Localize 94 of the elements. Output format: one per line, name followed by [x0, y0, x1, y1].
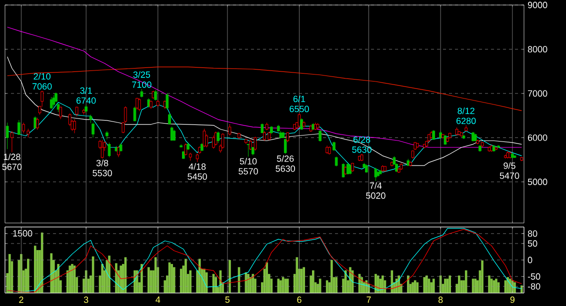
bar	[448, 276, 452, 293]
candlestick	[334, 156, 338, 167]
bar	[115, 263, 118, 293]
bar	[398, 276, 400, 293]
bar	[426, 276, 428, 293]
bar	[335, 277, 338, 293]
candlestick	[117, 146, 120, 158]
annotation: 8/12 6280	[456, 107, 476, 124]
bar	[134, 270, 136, 293]
bar	[247, 274, 250, 293]
candlestick	[106, 130, 108, 140]
y-tick-label: -50	[528, 273, 540, 280]
bar	[412, 282, 414, 293]
annotation: 6/28 5630	[352, 136, 372, 153]
bar	[506, 277, 509, 293]
candlestick	[108, 142, 111, 158]
bar	[214, 277, 217, 293]
y-tick-label: 0	[528, 256, 532, 264]
x-tick-label: 8	[438, 296, 443, 303]
bar	[140, 264, 143, 293]
bar	[520, 285, 523, 293]
bar	[407, 276, 410, 293]
candlestick	[228, 124, 232, 136]
y2-tick-label: 1500	[13, 230, 32, 237]
candlestick	[212, 135, 215, 149]
bar	[101, 264, 104, 293]
bar	[266, 262, 268, 293]
bar	[318, 278, 322, 293]
x-tick-label: 9	[510, 296, 514, 303]
bar	[495, 278, 498, 293]
bar	[203, 268, 206, 293]
bar	[430, 282, 432, 293]
x-tick-label: 4	[156, 296, 160, 303]
x-tick-label: 7	[366, 296, 371, 303]
x-tick-label: 6	[297, 296, 302, 303]
bar	[330, 260, 333, 293]
annotation: 4/18 5450	[188, 163, 207, 180]
bar	[120, 266, 122, 293]
bar	[154, 257, 157, 293]
bar	[481, 260, 484, 293]
y-tick-label: 80	[528, 230, 538, 237]
y-tick-label: 6000	[528, 134, 548, 141]
candlestick	[318, 130, 322, 142]
candlestick	[147, 98, 150, 108]
annotation: 1/28 5670	[2, 153, 22, 170]
bar	[312, 270, 314, 293]
bar	[349, 267, 352, 293]
x-tick-label: 3	[84, 296, 88, 303]
bar	[108, 256, 110, 293]
bar	[423, 277, 426, 293]
y-tick-label: 50	[528, 240, 538, 247]
bar	[432, 278, 435, 293]
bar	[379, 278, 382, 293]
bar	[458, 276, 460, 293]
annotation: 5/26 5630	[276, 155, 296, 172]
y-tick-label: 5000	[528, 178, 548, 186]
bar	[444, 278, 446, 293]
x-tick-label: 2	[19, 296, 24, 303]
bar	[488, 276, 490, 293]
bar	[492, 280, 496, 293]
bar	[284, 278, 286, 293]
annotation: 9/5 5470	[500, 162, 520, 179]
bar	[198, 258, 201, 293]
x-tick-label: 5	[225, 296, 230, 303]
y-tick-label: 9000	[528, 2, 548, 8]
bar	[170, 264, 173, 293]
y-tick-label: -80	[528, 283, 540, 290]
bar	[184, 258, 187, 293]
candlestick	[172, 129, 176, 141]
bar	[374, 274, 377, 293]
candlestick	[216, 131, 220, 144]
annotation: 3/1 6740	[76, 87, 96, 104]
candlestick	[472, 132, 474, 142]
y-tick-label: 7000	[528, 90, 548, 97]
bar	[280, 280, 282, 293]
candlestick	[100, 140, 104, 159]
bar	[228, 260, 231, 293]
bar	[148, 267, 150, 293]
annotation: 7/4 5020	[366, 182, 386, 199]
bar	[360, 277, 363, 293]
bar	[172, 267, 176, 293]
annotation: 3/8 5530	[92, 160, 112, 176]
annotation: 6/1 6550	[290, 96, 309, 112]
y-tick-label: 8000	[528, 46, 548, 52]
annotation: 2/10 7060	[32, 72, 52, 90]
bar	[302, 267, 306, 293]
bar	[414, 280, 416, 293]
candlestick	[221, 132, 224, 149]
candlestick	[168, 112, 171, 125]
candlestick	[332, 141, 336, 152]
bar	[286, 278, 289, 293]
bar	[474, 278, 476, 293]
bar	[189, 270, 192, 293]
annotation: 5/10 5570	[238, 158, 258, 174]
